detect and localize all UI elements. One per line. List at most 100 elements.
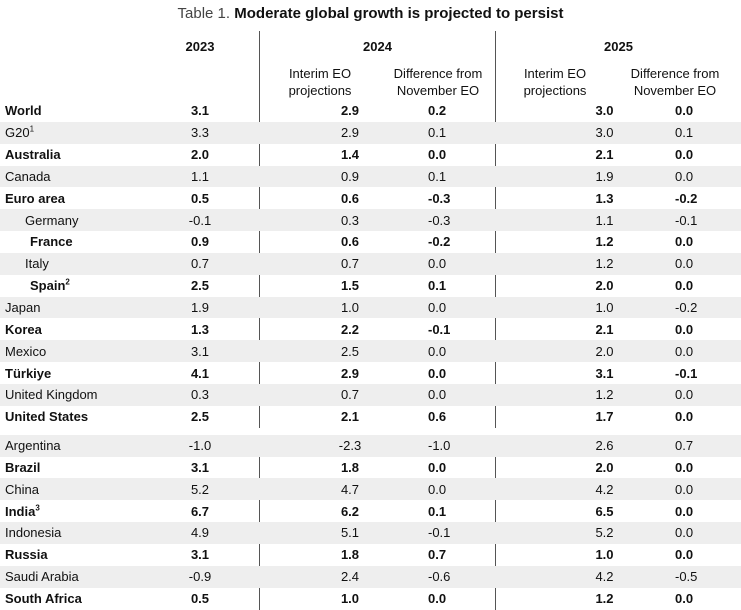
country-name: Russia (5, 547, 48, 563)
value-2024-difference: 0.0 (420, 296, 496, 319)
value-2025-difference: -0.5 (667, 565, 741, 588)
value-2025-interim: 1.9 (497, 165, 667, 188)
row-label: India3 (0, 500, 170, 522)
value-2025-difference: 0.0 (675, 278, 694, 294)
table-row: Korea 1.3 2.2 -0.1 2.1 0.0 (0, 318, 741, 340)
country-name: France (30, 234, 73, 250)
value-2024-interim: 0.9 (260, 165, 420, 188)
table-row: Russia 3.1 1.8 0.7 1.0 0.0 (0, 544, 741, 566)
value-2024-interim: 2.4 (260, 565, 420, 588)
value-2025-interim: 1.2 (595, 234, 614, 250)
country-name: Argentina (5, 438, 61, 454)
country-name: United States (5, 409, 89, 425)
spacer (230, 252, 260, 275)
row-label: Mexico (0, 340, 170, 363)
subheader-2024-interim: Interim EO projections (270, 65, 370, 99)
country-name: Germany (25, 212, 79, 228)
spacer (496, 296, 497, 319)
table-row: China 5.2 4.7 0.0 4.2 0.0 (0, 478, 741, 501)
table-title: Table 1. Moderate global growth is proje… (0, 5, 741, 22)
subheader-line: projections (523, 83, 587, 98)
country-name: Brazil (5, 459, 41, 475)
value-2025-interim: 1.2 (497, 383, 667, 406)
value-2024-difference: 0.0 (420, 340, 496, 363)
value-2025-interim: 1.2 (595, 590, 614, 606)
table-row: United Kingdom 0.3 0.7 0.0 1.2 0.0 (0, 383, 741, 406)
value-2023: -1.0 (170, 434, 230, 457)
value-2023: 1.1 (170, 165, 230, 188)
spacer (230, 565, 260, 588)
row-label: Italy (0, 252, 170, 275)
value-2025-difference: 0.7 (667, 434, 741, 457)
value-2024-interim: 0.7 (260, 383, 420, 406)
country-name: Japan (5, 300, 41, 316)
row-label: Germany (0, 209, 170, 232)
spacer (230, 275, 260, 297)
row-label: Brazil (0, 457, 170, 479)
value-2024-interim: 1.4 (340, 147, 360, 163)
value-2024-interim: 2.5 (260, 340, 420, 363)
value-2025-difference: 0.0 (667, 252, 741, 275)
value-2025-difference: 0.0 (667, 522, 741, 544)
spacer (230, 500, 260, 522)
value-2024-interim: 2.9 (260, 121, 420, 144)
row-label: South Africa (0, 588, 170, 610)
value-2024-difference: 0.0 (428, 365, 447, 381)
spacer (230, 231, 260, 253)
value-2025-interim: 1.2 (497, 252, 667, 275)
value-2024-difference: 0.2 (428, 103, 447, 119)
value-2024-difference: 0.1 (420, 165, 496, 188)
value-2024-interim: 2.9 (340, 365, 360, 381)
value-2024-difference: -0.6 (420, 565, 496, 588)
value-2025-difference: 0.0 (675, 321, 694, 337)
value-2023: 1.9 (170, 296, 230, 319)
value-2024-difference: -0.3 (428, 190, 451, 206)
spacer (230, 340, 260, 363)
row-label: United States (0, 406, 170, 428)
value-2025-interim: 6.5 (595, 503, 614, 519)
value-2024-interim: 1.8 (340, 459, 360, 475)
row-label: Australia (0, 144, 170, 166)
value-2024-difference: 0.1 (420, 121, 496, 144)
subheader-line: Difference from (393, 66, 483, 81)
subheader-line: projections (288, 83, 352, 98)
value-2023: 6.7 (190, 503, 210, 519)
spacer (230, 478, 260, 501)
country-name: G20 (5, 125, 30, 141)
table-row: Argentina -1.0 -2.3 -1.0 2.6 0.7 (0, 434, 741, 457)
value-2025-difference: 0.0 (675, 147, 694, 163)
value-2024-difference: 0.0 (420, 478, 496, 501)
value-2024-interim: 0.6 (340, 234, 360, 250)
value-2025-difference: 0.0 (667, 165, 741, 188)
value-2023: 2.5 (190, 409, 210, 425)
subheader-line: Interim EO (288, 66, 352, 81)
value-2025-interim: 1.3 (595, 190, 614, 206)
value-2024-interim: 6.2 (340, 503, 360, 519)
table-row: Spain2 2.5 1.5 0.1 2.0 0.0 (0, 275, 741, 297)
header-year-2025: 2025 (604, 39, 633, 54)
value-2024-difference: 0.6 (428, 409, 447, 425)
value-2023: 5.2 (170, 478, 230, 501)
spacer (496, 522, 497, 544)
value-2024-difference: 0.0 (420, 383, 496, 406)
subheader-2025-difference: Difference from November EO (615, 65, 735, 99)
footnote-marker: 1 (29, 124, 35, 134)
value-2025-difference: 0.0 (675, 459, 694, 475)
table-row: Saudi Arabia -0.9 2.4 -0.6 4.2 -0.5 (0, 565, 741, 588)
value-2024-difference: 0.0 (428, 459, 447, 475)
row-label: Argentina (0, 434, 170, 457)
row-label: United Kingdom (0, 383, 170, 406)
table-row: World 3.1 2.9 0.2 3.0 0.0 (0, 100, 741, 122)
spacer (230, 165, 260, 188)
row-label: World (0, 100, 170, 122)
value-2025-difference: 0.0 (675, 547, 694, 563)
country-name: World (5, 103, 42, 119)
country-name: China (5, 481, 39, 497)
table-caption: Moderate global growth is projected to p… (234, 5, 564, 22)
value-2024-interim: 1.0 (260, 296, 420, 319)
value-2023: 4.9 (170, 522, 230, 544)
value-2024-interim: 1.5 (340, 278, 360, 294)
table-row: Japan 1.9 1.0 0.0 1.0 -0.2 (0, 296, 741, 319)
value-2024-interim: 0.7 (260, 252, 420, 275)
table-row: Türkiye 4.1 2.9 0.0 3.1 -0.1 (0, 362, 741, 384)
